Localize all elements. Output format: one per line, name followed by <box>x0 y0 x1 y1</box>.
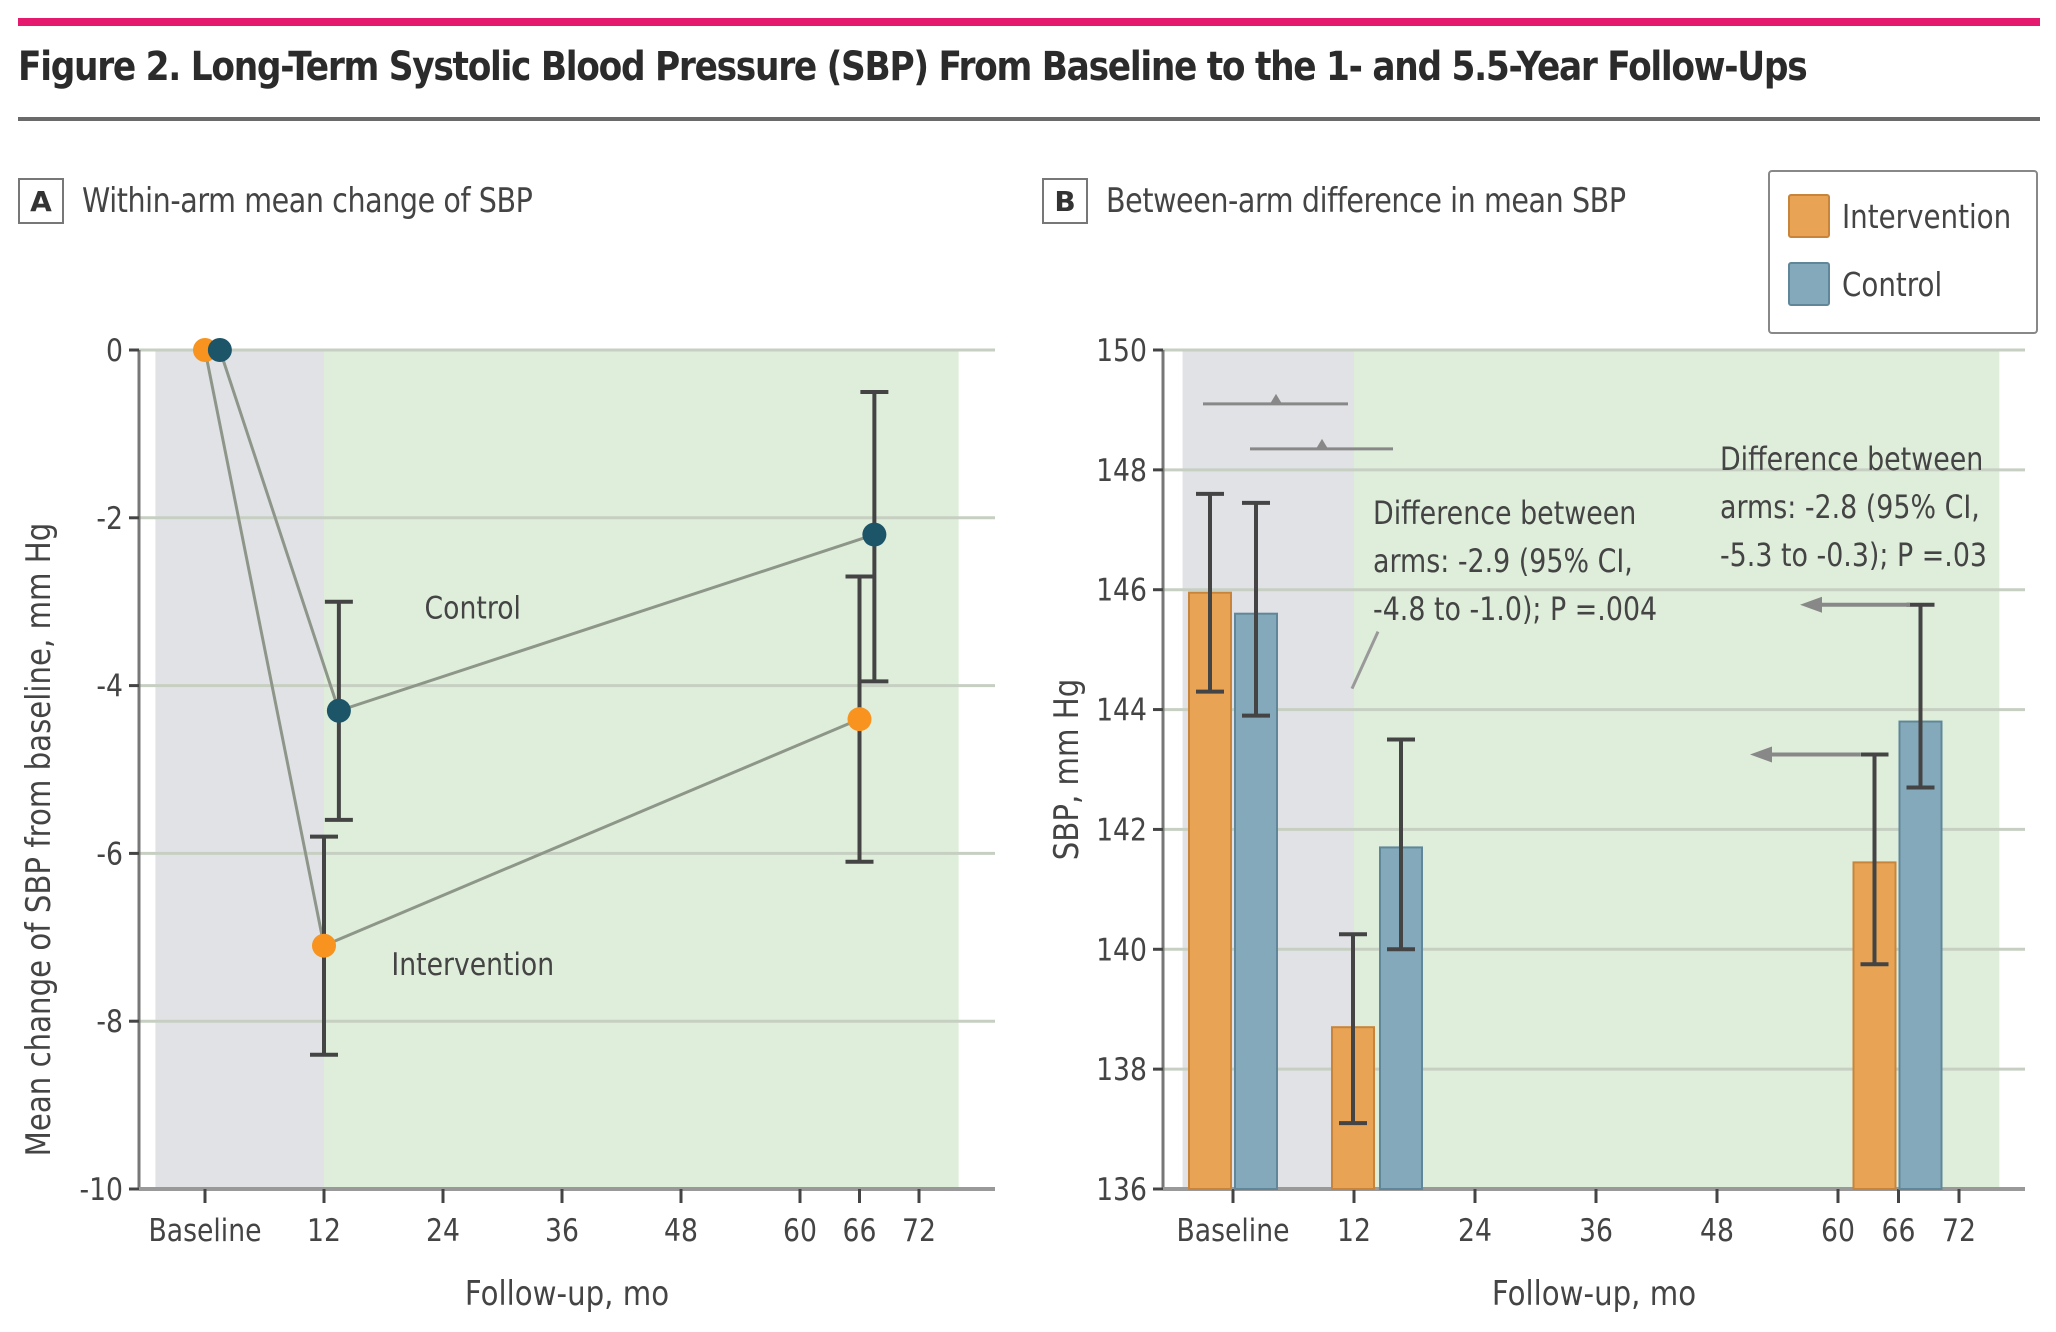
panel-b-annotation-1-leader <box>1350 631 1380 690</box>
panel-a-x-tick-label: 60 <box>783 1212 817 1248</box>
panel-b-x-tick-label: Baseline <box>1176 1212 1289 1248</box>
panel-a-y-tick-label: -10 <box>79 1171 123 1207</box>
panel-b-annotation-2-line: arms: -2.8 (95% CI, <box>1720 489 1980 526</box>
panel-a-x-tick-label: 72 <box>902 1212 936 1248</box>
panel-a-y-tick-label: -2 <box>96 500 123 536</box>
panel-b-y-tick-label: 140 <box>1096 931 1147 967</box>
panel-a-y-tick-label: -4 <box>96 668 123 704</box>
panel-b-bracket-1-marker <box>1270 393 1282 404</box>
panel-a-series-label-control: Control <box>425 590 521 626</box>
panel-a-shaded-region-0 <box>155 350 324 1189</box>
panel-b-y-tick-label: 136 <box>1096 1171 1147 1207</box>
panel-b-y-tick-label: 142 <box>1096 811 1147 847</box>
panel-b-x-tick-label: 12 <box>1337 1212 1371 1248</box>
panel-b-header: B Between-arm difference in mean SBP <box>1042 178 1725 224</box>
panel-b-x-tick-label: 48 <box>1700 1212 1734 1248</box>
panel-b-annotation-1-line: arms: -2.9 (95% CI, <box>1373 543 1633 580</box>
panel-b-y-tick-label: 150 <box>1096 332 1147 368</box>
panel-a-point-control <box>326 698 351 723</box>
panel-b-y-tick-label: 138 <box>1096 1051 1147 1087</box>
legend-label-intervention: Intervention <box>1842 196 2012 236</box>
panel-a-y-axis-label: Mean change of SBP from baseline, mm Hg <box>20 523 59 1157</box>
panel-b-annotation-1-line: -4.8 to -1.0); P =.004 <box>1373 591 1657 628</box>
title-rule <box>18 117 2040 121</box>
panel-a-point-intervention <box>312 933 336 958</box>
legend-swatch-intervention <box>1788 194 1830 238</box>
legend: Intervention Control <box>1768 170 2038 334</box>
panel-b-y-tick-label: 146 <box>1096 572 1147 608</box>
panel-b-x-tick-label: 24 <box>1458 1212 1492 1248</box>
panel-b-x-tick-label: 60 <box>1821 1212 1855 1248</box>
panel-b-x-tick-label: 66 <box>1882 1212 1916 1248</box>
panel-a-x-tick-label: 36 <box>545 1212 579 1248</box>
panel-a-x-tick-label: 24 <box>426 1212 460 1248</box>
panel-a-letter: A <box>18 178 64 224</box>
panel-b-y-tick-label: 148 <box>1096 452 1147 488</box>
panel-a-point-intervention <box>847 707 872 732</box>
panel-b-annotation-1-line: Difference between <box>1373 495 1636 532</box>
panel-b-y-axis-label: SBP, mm Hg <box>1048 679 1087 861</box>
panel-b-bracket-2-marker <box>1316 438 1328 449</box>
panel-a-y-tick-label: -8 <box>96 1003 123 1039</box>
panel-b-annotation-2-line: Difference between <box>1720 441 1983 478</box>
legend-label-control: Control <box>1842 264 1943 304</box>
panel-a-point-control <box>862 522 887 547</box>
figure-title: Figure 2. Long-Term Systolic Blood Press… <box>18 44 1808 90</box>
panel-a-x-tick-label: 12 <box>307 1212 341 1248</box>
legend-item-control: Control <box>1788 262 1961 306</box>
panel-a-title: Within-arm mean change of SBP <box>82 181 533 221</box>
panel-a-x-axis-label: Follow-up, mo <box>465 1275 669 1314</box>
panel-a-y-tick-label: 0 <box>106 332 123 368</box>
panel-a-shaded-region-1 <box>324 350 959 1189</box>
panel-b-arrow-intervention-head <box>1750 746 1772 763</box>
legend-item-intervention: Intervention <box>1788 194 2043 238</box>
panel-b-x-tick-label: 36 <box>1579 1212 1613 1248</box>
panel-b-arrow-control-head <box>1800 596 1822 613</box>
panel-b-annotation-2-line: -5.3 to -0.3); P =.03 <box>1720 537 1987 574</box>
panel-a-point-control <box>207 338 232 362</box>
panel-a-x-tick-label: Baseline <box>148 1212 261 1248</box>
panel-b-x-tick-label: 72 <box>1942 1212 1976 1248</box>
legend-swatch-control <box>1788 262 1830 306</box>
panel-b-bar-control <box>1898 720 1943 1190</box>
panel-b-y-tick-label: 144 <box>1096 692 1147 728</box>
panel-b-letter: B <box>1042 178 1088 224</box>
panel-b-title: Between-arm difference in mean SBP <box>1106 181 1626 221</box>
accent-bar <box>18 18 2040 26</box>
panel-a-series-label-intervention: Intervention <box>391 946 554 982</box>
panel-b-x-axis-label: Follow-up, mo <box>1492 1275 1696 1314</box>
panel-a-x-tick-label: 66 <box>843 1212 877 1248</box>
panel-a-y-tick-label: -6 <box>96 835 123 871</box>
panel-a-header: A Within-arm mean change of SBP <box>18 178 618 224</box>
panel-a-x-tick-label: 48 <box>664 1212 698 1248</box>
